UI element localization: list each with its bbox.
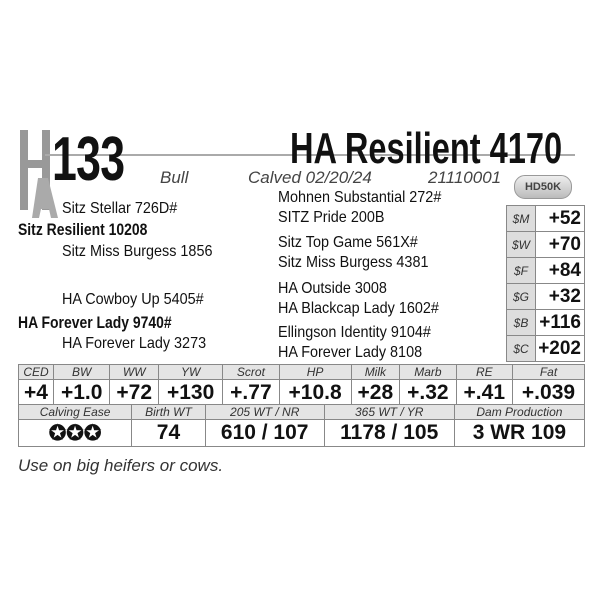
index-label: $F [506, 257, 536, 284]
performance-value: ✪✪✪ [17, 419, 133, 447]
index-value: +70 [535, 231, 585, 258]
ggp: Mohnen Substantial 272# [278, 189, 442, 206]
epd-value: +4 [18, 379, 54, 407]
ggp: HA Outside 3008 [278, 280, 387, 297]
epd-header: BW [52, 364, 111, 380]
index-table: $M +52 $W +70 $F +84 $G +32 $B +116 $C +202 [506, 205, 585, 362]
performance-table: Calving Ease Birth WT 205 WT / NR 365 WT / … [17, 404, 586, 447]
epd-value: +1.0 [52, 379, 111, 407]
header-rule [45, 154, 575, 156]
dam: HA Forever Lady 9740# [18, 313, 172, 332]
index-label: $W [506, 231, 536, 258]
epd-header: Fat [511, 364, 586, 380]
sire-sire: Sitz Stellar 726D# [62, 200, 178, 217]
ggp: Sitz Top Game 561X# [278, 234, 418, 251]
performance-header: Calving Ease [17, 404, 133, 420]
epd-header: Scrot [222, 364, 280, 380]
epd-header: WW [109, 364, 160, 380]
hd50k-badge: HD50K [514, 175, 572, 199]
performance-value: 610 / 107 [204, 419, 325, 447]
epd-value: +.039 [511, 379, 586, 407]
sire: Sitz Resilient 10208 [18, 220, 148, 239]
epd-value: +130 [158, 379, 224, 407]
epd-header: HP [278, 364, 352, 380]
ggp: HA Forever Lady 8108 [278, 344, 423, 361]
ggp: Ellingson Identity 9104# [278, 324, 431, 341]
performance-value: 1178 / 105 [323, 419, 455, 447]
performance-header: Dam Production [453, 404, 586, 420]
index-value: +202 [535, 335, 585, 362]
epd-header: Marb [399, 364, 457, 380]
performance-value: 74 [131, 419, 206, 447]
lot-number: 133 [52, 125, 125, 194]
epd-value: +.41 [455, 379, 513, 407]
index-value: +116 [535, 309, 585, 336]
epd-value: +.77 [222, 379, 280, 407]
performance-value: 3 WR 109 [453, 419, 586, 447]
epd-value: +10.8 [278, 379, 352, 407]
index-label: $B [506, 309, 536, 336]
ggp: SITZ Pride 200B [278, 209, 385, 226]
index-value: +84 [535, 257, 585, 284]
epd-header: Milk [350, 364, 401, 380]
animal-name: HA Resilient 4170 [290, 124, 563, 173]
index-value: +32 [535, 283, 585, 310]
performance-header: Birth WT [131, 404, 206, 420]
performance-header: 205 WT / NR [204, 404, 325, 420]
ggp: HA Blackcap Lady 1602# [278, 300, 439, 317]
registration-number: 21110001 [428, 168, 502, 187]
sire-dam: Sitz Miss Burgess 1856 [62, 243, 213, 260]
epd-header: CED [18, 364, 54, 380]
index-label: $C [506, 335, 536, 362]
performance-header: 365 WT / YR [323, 404, 455, 420]
epd-table: CED BW WW YW Scrot HP Milk Marb RE Fat +4 +1.0 +72 +… [18, 364, 586, 407]
epd-header: RE [455, 364, 513, 380]
ha-logo [20, 130, 58, 218]
index-label: $M [506, 205, 536, 232]
ggp: Sitz Miss Burgess 4381 [278, 254, 429, 271]
calved-date: Calved 02/20/24 [248, 168, 372, 187]
index-value: +52 [535, 205, 585, 232]
epd-value: +28 [350, 379, 401, 407]
comment: Use on big heifers or cows. [18, 456, 224, 475]
dam-sire: HA Cowboy Up 5405# [62, 291, 204, 308]
epd-value: +72 [109, 379, 160, 407]
dam-dam: HA Forever Lady 3273 [62, 335, 207, 352]
index-label: $G [506, 283, 536, 310]
epd-value: +.32 [399, 379, 457, 407]
sex: Bull [160, 168, 189, 187]
epd-header: YW [158, 364, 224, 380]
